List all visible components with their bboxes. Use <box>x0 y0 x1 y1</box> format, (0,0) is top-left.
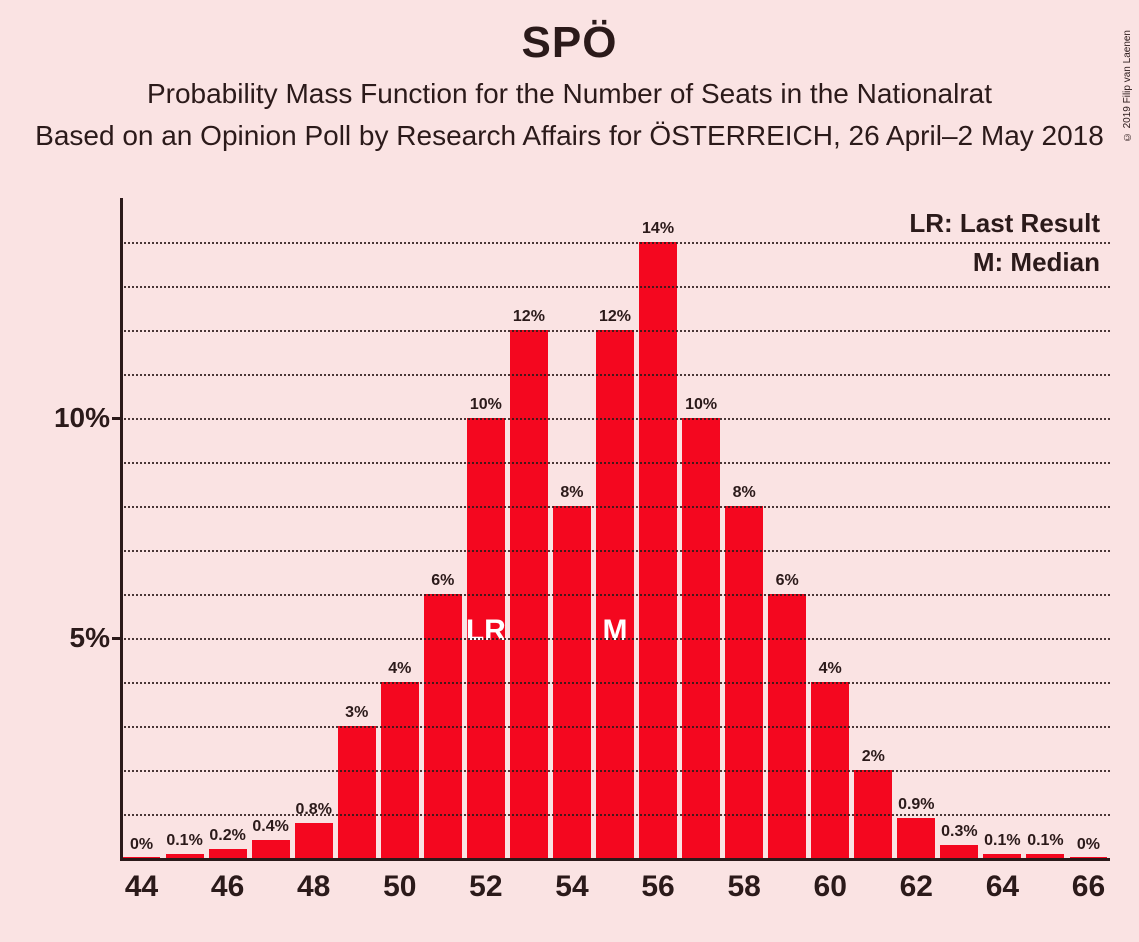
bar-annotation: LR <box>456 614 516 648</box>
gridline <box>120 506 1110 508</box>
gridline <box>120 286 1110 288</box>
x-tick-label: 64 <box>972 870 1032 904</box>
y-tick-label: 10% <box>40 402 110 434</box>
bar <box>209 849 247 858</box>
bar <box>1070 857 1108 858</box>
bar-value-label: 6% <box>757 572 817 590</box>
bar-value-label: 12% <box>499 308 559 326</box>
bar-value-label: 6% <box>413 572 473 590</box>
bar-value-label: 8% <box>714 484 774 502</box>
bar-value-label: 10% <box>671 396 731 414</box>
bar <box>166 854 204 858</box>
bar-annotation: M <box>585 614 645 648</box>
gridline <box>120 550 1110 552</box>
y-tick-mark <box>112 417 120 420</box>
bar <box>1026 854 1064 858</box>
x-axis <box>120 858 1110 861</box>
gridline <box>120 638 1110 640</box>
copyright-text: © 2019 Filip van Laenen <box>1122 30 1133 142</box>
chart-area: LR: Last Result M: Median 0%0.1%0.2%0.4%… <box>40 198 1120 918</box>
bar-value-label: 2% <box>843 748 903 766</box>
gridline <box>120 462 1110 464</box>
bar-value-label: 0.8% <box>284 801 344 819</box>
x-tick-label: 54 <box>542 870 602 904</box>
x-tick-label: 50 <box>370 870 430 904</box>
gridline <box>120 418 1110 420</box>
x-tick-label: 44 <box>112 870 172 904</box>
x-tick-label: 56 <box>628 870 688 904</box>
gridline <box>120 242 1110 244</box>
gridline <box>120 374 1110 376</box>
chart-subtitle-2: Based on an Opinion Poll by Research Aff… <box>0 120 1139 152</box>
bar-value-label: 0.4% <box>241 818 301 836</box>
y-tick-mark <box>112 637 120 640</box>
x-tick-label: 60 <box>800 870 860 904</box>
gridline <box>120 770 1110 772</box>
bar <box>252 840 290 858</box>
bar-value-label: 4% <box>800 660 860 678</box>
bar-value-label: 14% <box>628 220 688 238</box>
x-tick-label: 52 <box>456 870 516 904</box>
bar-value-label: 4% <box>370 660 430 678</box>
x-tick-label: 66 <box>1058 870 1118 904</box>
bar-value-label: 0% <box>1058 836 1118 854</box>
bar-value-label: 3% <box>327 704 387 722</box>
x-tick-label: 62 <box>886 870 946 904</box>
gridline <box>120 594 1110 596</box>
x-tick-label: 46 <box>198 870 258 904</box>
x-tick-label: 48 <box>284 870 344 904</box>
bars-container: 0%0.1%0.2%0.4%0.8%3%4%6%10%12%8%12%14%10… <box>120 198 1110 858</box>
bar-value-label: 10% <box>456 396 516 414</box>
gridline <box>120 726 1110 728</box>
x-tick-label: 58 <box>714 870 774 904</box>
bar-value-label: 12% <box>585 308 645 326</box>
bar <box>983 854 1021 858</box>
chart-main-title: SPÖ <box>0 18 1139 68</box>
bar-value-label: 0.9% <box>886 796 946 814</box>
gridline <box>120 814 1110 816</box>
bar <box>295 823 333 858</box>
gridline <box>120 682 1110 684</box>
y-tick-label: 5% <box>40 622 110 654</box>
chart-subtitle-1: Probability Mass Function for the Number… <box>0 78 1139 110</box>
bar-value-label: 8% <box>542 484 602 502</box>
gridline <box>120 330 1110 332</box>
bar <box>338 726 376 858</box>
bar <box>123 857 161 858</box>
